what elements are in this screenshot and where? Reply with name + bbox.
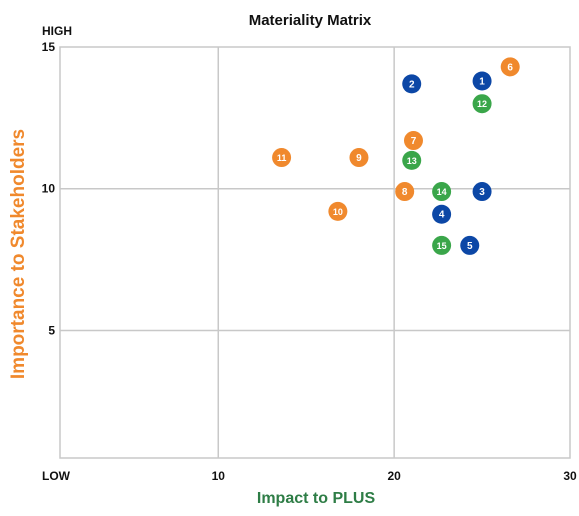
point-marker [472,71,492,91]
x-axis-label: Impact to PLUS [257,490,376,507]
data-point: 14 [432,182,452,202]
point-marker [472,182,492,202]
point-label: 13 [407,156,417,166]
y-axis-label: Importance to Stakeholders [8,129,29,379]
x-low-label: LOW [42,469,71,483]
y-tick-label: 10 [42,182,56,196]
data-point: 2 [402,74,422,94]
point-marker [432,182,452,202]
point-label: 11 [277,153,287,163]
grid [60,47,570,458]
point-label: 4 [439,210,445,221]
data-point: 13 [402,150,422,170]
plot-frame [59,46,571,459]
x-tick-label: 10 [212,469,226,483]
point-label: 5 [467,241,473,252]
point-marker [472,94,492,114]
point-marker [500,57,520,77]
point-label: 6 [507,62,513,73]
data-point: 15 [432,235,452,255]
data-point: 8 [395,182,415,202]
point-label: 2 [409,79,415,90]
data-point: 11 [272,148,292,168]
data-point: 4 [432,204,452,224]
data-point: 1 [472,71,492,91]
data-point: 12 [472,94,492,114]
point-label: 10 [333,207,343,217]
point-marker [402,74,422,94]
point-marker [272,148,292,168]
point-marker [328,201,348,221]
point-label: 15 [437,241,447,251]
point-label: 14 [437,187,447,197]
data-point: 6 [500,57,520,77]
x-tick-label: 20 [387,469,401,483]
point-marker [402,150,422,170]
x-tick-label: 30 [563,469,577,483]
chart-title: Materiality Matrix [249,12,372,29]
point-marker [403,131,423,151]
point-label: 12 [477,99,487,109]
point-marker [432,204,452,224]
point-marker [460,235,480,255]
data-point: 7 [403,131,423,151]
point-marker [349,148,369,168]
data-point: 9 [349,148,369,168]
y-tick-label: 15 [42,40,56,54]
point-label: 8 [402,187,408,198]
y-high-label: HIGH [42,24,72,38]
y-tick-label: 5 [48,323,55,337]
data-point: 3 [472,182,492,202]
data-point: 5 [460,235,480,255]
point-label: 1 [479,77,485,88]
point-label: 9 [356,153,362,164]
point-label: 3 [479,187,485,198]
point-marker [395,182,415,202]
point-label: 7 [411,136,417,147]
point-marker [432,235,452,255]
data-point: 10 [328,201,348,221]
